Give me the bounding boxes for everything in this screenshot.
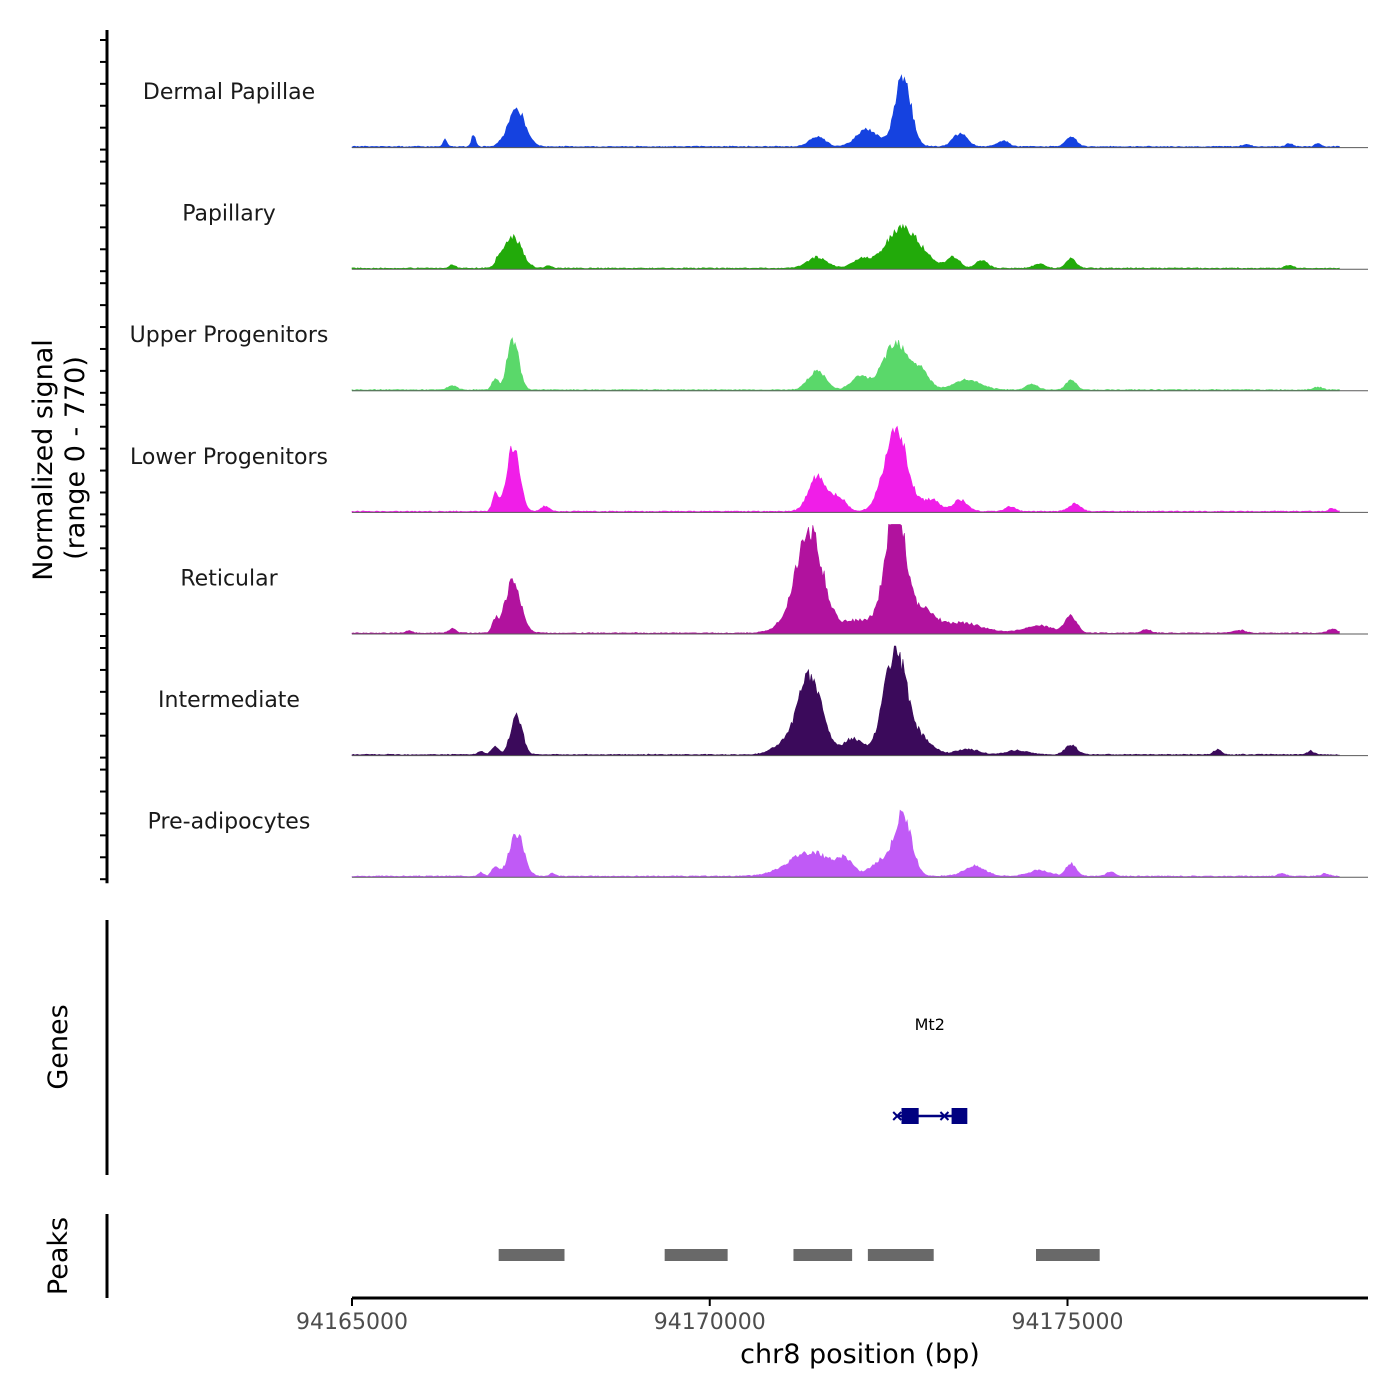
y-axis-range: (range 0 - 770) bbox=[60, 356, 91, 560]
peak-region bbox=[793, 1249, 853, 1261]
gene-mt2: Mt2 bbox=[892, 1015, 968, 1124]
track-reticular: Reticular bbox=[180, 524, 1368, 635]
track-label-papillary: Papillary bbox=[182, 202, 276, 227]
track-label-upper-progenitors: Upper Progenitors bbox=[130, 323, 329, 348]
track-dermal-papillae: Dermal Papillae bbox=[143, 74, 1368, 149]
peak-region bbox=[1036, 1249, 1100, 1261]
track-pre-adipocytes: Pre-adipocytes bbox=[148, 810, 1368, 878]
x-tick-label: 94170000 bbox=[654, 1310, 766, 1335]
y-axis-title: Normalized signal bbox=[28, 339, 59, 581]
coverage-area-intermediate bbox=[351, 645, 1340, 756]
peak-region bbox=[664, 1249, 728, 1261]
gene-exon bbox=[901, 1108, 919, 1124]
peaks-track-label: Peaks bbox=[43, 1217, 74, 1295]
peaks-track: Peaks bbox=[43, 1214, 1100, 1298]
x-tick-label: 94165000 bbox=[296, 1310, 408, 1335]
gene-exon bbox=[951, 1108, 968, 1124]
x-tick-label: 94175000 bbox=[1012, 1310, 1124, 1335]
genes-track: Genes Mt2 bbox=[43, 920, 968, 1175]
signal-y-axis bbox=[100, 30, 109, 884]
track-upper-progenitors: Upper Progenitors bbox=[130, 323, 1368, 392]
coverage-area-reticular bbox=[351, 524, 1340, 635]
coverage-area-lower-progenitors bbox=[351, 425, 1340, 513]
coverage-area-upper-progenitors bbox=[351, 337, 1340, 392]
track-label-intermediate: Intermediate bbox=[158, 688, 300, 713]
x-axis: 94165000 94170000 94175000 bbox=[296, 1296, 1368, 1335]
coverage-tracks: Dermal Papillae Papillary Upper Progenitor… bbox=[130, 74, 1368, 878]
peak-region bbox=[867, 1249, 934, 1261]
track-label-lower-progenitors: Lower Progenitors bbox=[130, 445, 328, 470]
gene-label: Mt2 bbox=[915, 1015, 945, 1034]
track-label-pre-adipocytes: Pre-adipocytes bbox=[148, 810, 311, 835]
x-axis-title: chr8 position (bp) bbox=[740, 1339, 980, 1370]
track-lower-progenitors: Lower Progenitors bbox=[130, 425, 1368, 513]
track-intermediate: Intermediate bbox=[158, 645, 1368, 757]
coverage-area-papillary bbox=[351, 223, 1340, 270]
coverage-area-dermal-papillae bbox=[351, 74, 1340, 148]
track-label-dermal-papillae: Dermal Papillae bbox=[143, 80, 315, 105]
gene-strand-marker bbox=[939, 1111, 950, 1121]
peak-region bbox=[498, 1249, 565, 1261]
track-label-reticular: Reticular bbox=[180, 566, 278, 591]
genes-track-label: Genes bbox=[43, 1004, 74, 1089]
coverage-area-pre-adipocytes bbox=[351, 809, 1340, 878]
track-papillary: Papillary bbox=[182, 202, 1368, 270]
gene-strand-marker bbox=[892, 1111, 902, 1121]
